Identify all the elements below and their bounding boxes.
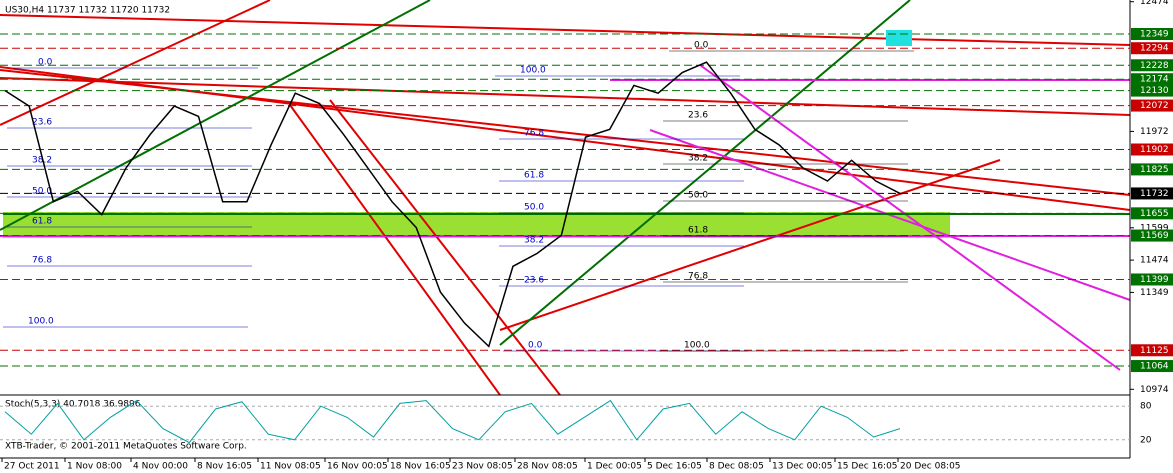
- stoch-line: [4, 399, 901, 444]
- price-tag: [1131, 84, 1173, 97]
- trendline: [0, 66, 1131, 211]
- time-label: 1 Dec 00:05: [587, 462, 642, 472]
- fib-label: 76.8: [524, 129, 544, 139]
- stoch-axis-label: 20: [1140, 435, 1152, 445]
- trendline: [0, 0, 431, 231]
- stoch-label: Stoch(5,3,3) 40.7018 36.9896: [5, 400, 141, 410]
- price-label: 11064: [1140, 362, 1169, 372]
- price-label: 12474: [1140, 0, 1169, 7]
- fib-label: 23.6: [32, 118, 52, 128]
- price-label: 11655: [1140, 209, 1169, 219]
- price-label: 12294: [1140, 44, 1169, 54]
- time-label: 1 Nov 08:00: [67, 462, 122, 472]
- trendline: [0, 0, 271, 126]
- time-label: 20 Dec 08:05: [900, 462, 961, 472]
- price-label: 11349: [1140, 288, 1169, 298]
- price-label: 11599: [1140, 223, 1169, 233]
- price-label: 11972: [1140, 127, 1169, 137]
- time-label: 18 Nov 16:05: [390, 462, 451, 472]
- price-tag: [1131, 73, 1173, 86]
- price-tag: [1131, 163, 1173, 176]
- fib-label: 61.8: [688, 226, 708, 236]
- price-tag: [1131, 229, 1173, 242]
- time-label: 16 Nov 00:05: [327, 462, 388, 472]
- time-label: 8 Nov 16:05: [197, 462, 252, 472]
- fib-label: 76.8: [688, 272, 708, 282]
- fib-label: 100.0: [684, 341, 710, 351]
- header: US30,H4 11737 11732 11720 11732: [5, 6, 170, 16]
- price-tag: [1131, 42, 1173, 55]
- price-tag: [1131, 360, 1173, 373]
- price-tag: [1131, 187, 1173, 200]
- fib-label: 61.8: [524, 171, 544, 181]
- price-tag: [1131, 28, 1173, 40]
- price-label: 10974: [1140, 385, 1169, 395]
- fib-label: 61.8: [32, 217, 52, 227]
- trendline: [499, 0, 911, 346]
- fib-label: 23.6: [688, 111, 708, 121]
- trendline: [499, 159, 1001, 331]
- fib-label: 38.2: [32, 156, 52, 166]
- fib-label: 50.0: [32, 187, 52, 197]
- fib-label: 0.0: [528, 341, 543, 351]
- fib-label: 100.0: [28, 317, 54, 327]
- price-label: 12130: [1140, 86, 1169, 96]
- trendline: [0, 14, 1131, 46]
- price-label: 11399: [1140, 275, 1169, 285]
- price-tag: [1131, 143, 1173, 156]
- trendline: [329, 99, 561, 396]
- price-tag: [1131, 99, 1173, 112]
- stoch-axis-label: 80: [1140, 402, 1152, 412]
- price-label: 11902: [1140, 145, 1169, 155]
- trendline: [289, 104, 501, 396]
- fib-label: 23.6: [524, 276, 544, 286]
- price-tag: [1131, 273, 1173, 286]
- fib-label: 50.0: [524, 203, 544, 213]
- trendlines: [0, 0, 1131, 396]
- fib-label: 38.2: [524, 236, 544, 246]
- price-tag: [1131, 207, 1173, 220]
- price-label: 12072: [1140, 101, 1169, 111]
- price-label: 11474: [1140, 256, 1169, 266]
- fib-label: 0.0: [694, 41, 709, 51]
- price-tag: [1131, 59, 1173, 72]
- trendline: [0, 77, 1131, 116]
- copyright: XTB-Trader, © 2001-2011 MetaQuotes Softw…: [5, 442, 247, 452]
- fib-label: 76.8: [32, 256, 52, 266]
- price-tag: [1131, 344, 1173, 357]
- time-label: 28 Nov 08:05: [517, 462, 578, 472]
- support-zone: [3, 212, 950, 238]
- trendline: [699, 64, 1121, 371]
- price-label: 11569: [1140, 231, 1169, 241]
- price-label: 12174: [1140, 75, 1169, 85]
- time-label: 11 Nov 08:05: [260, 462, 321, 472]
- fib-label: 100.0: [520, 66, 546, 76]
- price-label: 11125: [1140, 346, 1169, 356]
- price-line: [4, 61, 901, 348]
- time-label: 15 Dec 16:05: [837, 462, 898, 472]
- time-label: 8 Dec 08:05: [709, 462, 764, 472]
- time-label: 5 Dec 16:05: [647, 462, 702, 472]
- fib-label: 0.0: [38, 58, 53, 68]
- marker: [886, 30, 912, 46]
- price-label: 12349: [1140, 30, 1169, 40]
- fib-label: 50.0: [688, 191, 708, 201]
- price-label: 11732: [1140, 189, 1169, 199]
- time-label: 13 Dec 00:05: [772, 462, 833, 472]
- time-label: 27 Oct 2011: [4, 462, 60, 472]
- time-label: 4 Nov 00:00: [133, 462, 188, 472]
- price-label: 11825: [1140, 165, 1169, 175]
- price-label: 12228: [1140, 61, 1169, 71]
- time-label: 23 Nov 08:05: [452, 462, 513, 472]
- fib-label: 38.2: [688, 154, 708, 164]
